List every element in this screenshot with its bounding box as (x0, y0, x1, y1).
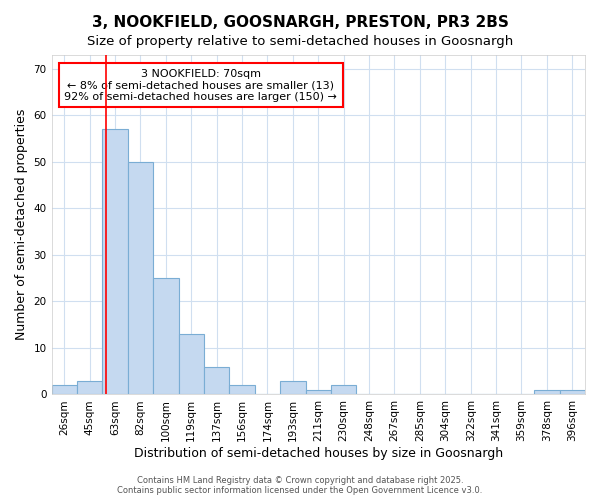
Bar (52, 385, 77, 394)
Bar (128, 162, 153, 394)
Bar (204, 366, 229, 394)
Bar (280, 380, 305, 394)
Bar (534, 390, 560, 394)
Text: Contains HM Land Registry data © Crown copyright and database right 2025.
Contai: Contains HM Land Registry data © Crown c… (118, 476, 482, 495)
Text: 3, NOOKFIELD, GOOSNARGH, PRESTON, PR3 2BS: 3, NOOKFIELD, GOOSNARGH, PRESTON, PR3 2B… (92, 15, 508, 30)
Y-axis label: Number of semi-detached properties: Number of semi-detached properties (15, 109, 28, 340)
X-axis label: Distribution of semi-detached houses by size in Goosnargh: Distribution of semi-detached houses by … (134, 447, 503, 460)
Bar (103, 130, 128, 394)
Bar (179, 334, 204, 394)
Bar (560, 390, 585, 394)
Bar (77, 380, 103, 394)
Text: 3 NOOKFIELD: 70sqm
← 8% of semi-detached houses are smaller (13)
92% of semi-det: 3 NOOKFIELD: 70sqm ← 8% of semi-detached… (64, 68, 337, 102)
Text: Size of property relative to semi-detached houses in Goosnargh: Size of property relative to semi-detach… (87, 35, 513, 48)
Bar (331, 385, 356, 394)
Bar (229, 385, 255, 394)
Bar (305, 390, 331, 394)
Bar (153, 278, 179, 394)
